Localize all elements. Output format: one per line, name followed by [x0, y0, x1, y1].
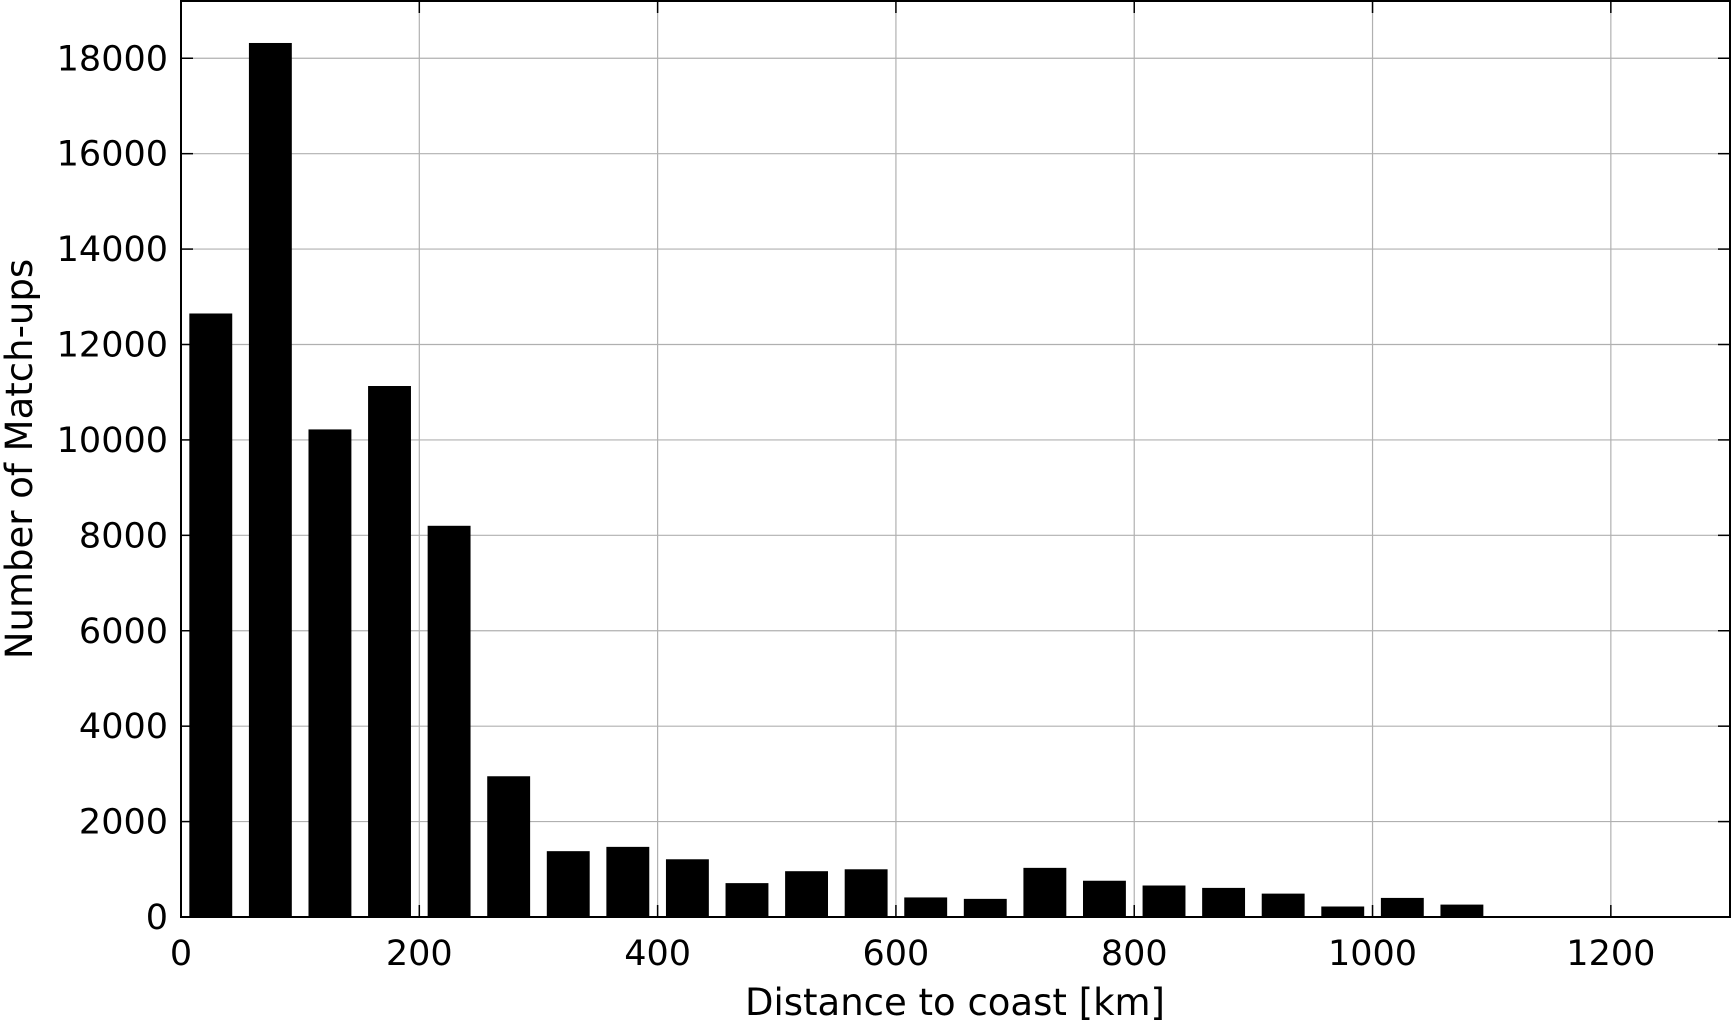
x-tick-label: 1000	[1328, 934, 1417, 974]
y-tick-label: 14000	[57, 230, 168, 270]
x-tick-labels: 0 200 400 600 800 1000 1200	[170, 934, 1656, 974]
y-tick-label: 4000	[79, 707, 168, 747]
bar	[1440, 904, 1484, 917]
x-tick-label: 400	[624, 934, 691, 974]
x-tick-label: 0	[170, 934, 192, 974]
bar	[963, 898, 1007, 917]
bar	[1380, 897, 1424, 917]
y-tick-label: 2000	[79, 803, 168, 843]
bar	[248, 42, 292, 917]
x-tick-label: 800	[1101, 934, 1168, 974]
bar	[1023, 867, 1067, 917]
x-tick-label: 200	[386, 934, 453, 974]
bar	[368, 386, 411, 918]
bar	[904, 897, 948, 917]
y-tick-label: 0	[146, 898, 168, 938]
y-tick-label: 10000	[57, 421, 168, 461]
bar	[189, 313, 233, 917]
y-tick-label: 12000	[57, 326, 168, 366]
bar	[1082, 880, 1126, 917]
bar	[427, 525, 471, 917]
bar	[844, 869, 888, 917]
y-axis-title: Number of Match-ups	[0, 259, 41, 659]
x-tick-label: 1200	[1566, 934, 1655, 974]
y-tick-label: 18000	[57, 39, 168, 79]
grid-lines	[181, 1, 1730, 917]
tick-marks	[180, 1, 1730, 918]
bar	[1142, 885, 1186, 917]
bar	[665, 859, 709, 917]
bar	[487, 776, 531, 917]
bars	[189, 42, 1484, 918]
y-tick-label: 6000	[79, 612, 168, 652]
bar	[1202, 887, 1246, 917]
bar	[606, 846, 650, 917]
bar	[725, 883, 769, 917]
plot-frame	[180, 0, 1731, 918]
bar	[546, 851, 590, 917]
y-tick-labels: 0 2000 4000 6000 8000 10000 12000 14000 16000 180…	[57, 39, 168, 938]
y-tick-label: 8000	[79, 516, 168, 556]
bar	[785, 871, 829, 917]
x-axis-title: Distance to coast [km]	[745, 981, 1165, 1022]
bar	[1261, 893, 1305, 917]
x-tick-label: 600	[863, 934, 930, 974]
bar	[1321, 906, 1365, 917]
bar	[308, 429, 352, 917]
y-tick-label: 16000	[57, 135, 168, 175]
